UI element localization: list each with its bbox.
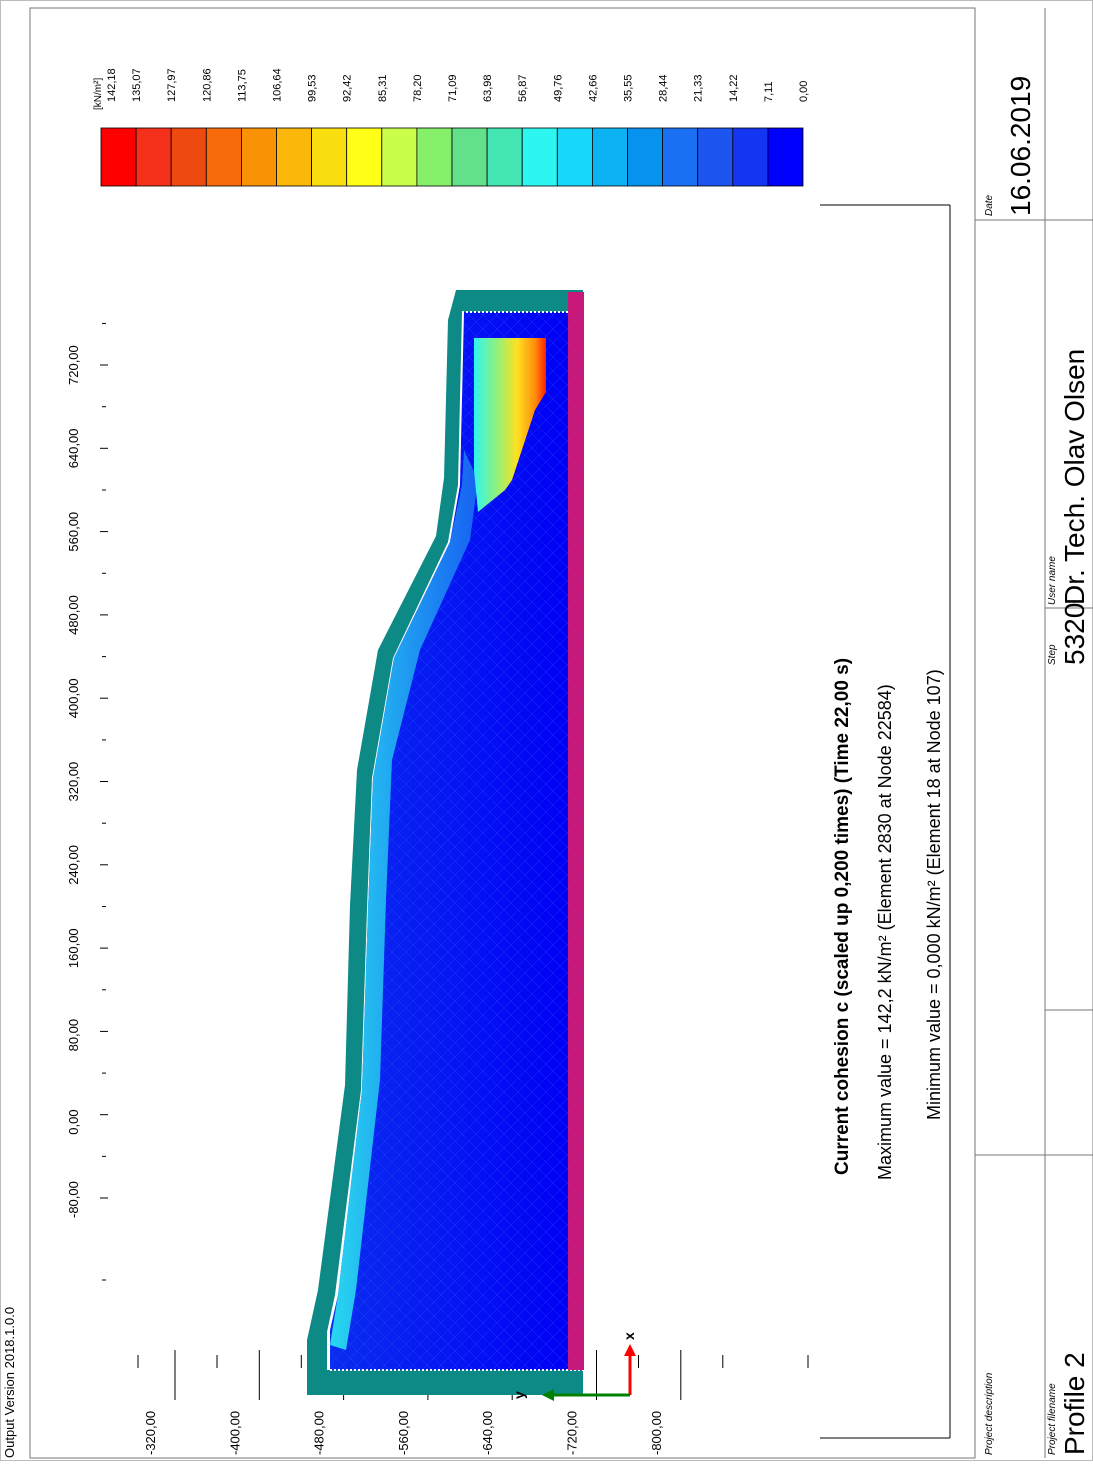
y-tick-label: -560,00 <box>396 1411 411 1455</box>
step-value: 5320 <box>1059 603 1090 665</box>
max-value-line: Maximum value = 142,2 kN/m² (Element 283… <box>875 684 895 1180</box>
result-title: Current cohesion c (scaled up 0,200 time… <box>832 658 853 1175</box>
legend-value: 78,20 <box>412 74 424 102</box>
legend-value: 35,55 <box>623 74 635 102</box>
axis-indicator: x y <box>511 1332 637 1401</box>
legend-swatch <box>732 127 769 187</box>
step-label: Step <box>1047 644 1058 665</box>
y-arrow-icon <box>542 1389 554 1401</box>
y-tick-label: -800,00 <box>649 1411 664 1455</box>
x-tick-label: -80,00 <box>66 1181 81 1218</box>
legend-value: 42,66 <box>587 74 599 102</box>
legend-value: 135,07 <box>131 68 143 102</box>
legend-swatch <box>662 127 699 187</box>
date-value: 16.06.2019 <box>1005 76 1036 216</box>
x-tick-label: 480,00 <box>66 595 81 635</box>
x-arrow-icon <box>624 1344 636 1356</box>
x-tick-label: 160,00 <box>66 928 81 968</box>
project-filename-label: Project filename <box>1047 1383 1058 1455</box>
legend-value: 127,97 <box>166 68 178 102</box>
result-info: Current cohesion c (scaled up 0,200 time… <box>820 204 951 1439</box>
legend-value: 21,33 <box>693 74 705 102</box>
x-tick-label: 320,00 <box>66 762 81 802</box>
min-value-line: Minimum value = 0,000 kN/m² (Element 18 … <box>924 669 944 1120</box>
x-tick-label: 400,00 <box>66 678 81 718</box>
legend-value: 71,09 <box>447 74 459 102</box>
color-legend: [kN/m²] 142,18 135,07 127,97 120,86 113,75 10… <box>93 68 810 187</box>
boundary-layer <box>307 290 583 1395</box>
legend-swatch <box>135 127 172 187</box>
x-tick-label: 80,00 <box>66 1019 81 1052</box>
legend-swatch <box>697 127 734 187</box>
legend-swatch <box>767 127 804 187</box>
y-tick-label: -400,00 <box>227 1411 242 1455</box>
legend-value: 99,53 <box>307 74 319 102</box>
legend-value: 14,22 <box>728 74 740 102</box>
legend-swatch <box>451 127 488 187</box>
legend-swatch <box>486 127 523 187</box>
y-tick-label: -720,00 <box>565 1411 580 1455</box>
date-label: Date <box>984 194 995 216</box>
legend-swatch <box>381 127 418 187</box>
legend-value: 92,42 <box>342 74 354 102</box>
x-tick-label: 240,00 <box>66 845 81 885</box>
legend-swatch <box>100 127 137 187</box>
model-geometry <box>307 290 584 1395</box>
legend-value: 56,87 <box>517 74 529 102</box>
legend-swatch <box>627 127 663 187</box>
legend-swatch <box>416 127 453 187</box>
user-name: Dr. Tech. Olav Olsen <box>1059 349 1090 605</box>
legend-value: 49,76 <box>552 74 564 102</box>
legend-swatch <box>276 127 312 187</box>
surface-strip <box>330 450 478 1350</box>
legend-value: 142,18 <box>106 68 118 102</box>
legend-unit: [kN/m²] <box>93 78 104 110</box>
legend-swatch <box>346 127 383 187</box>
legend-value: 28,44 <box>658 74 670 102</box>
legend-swatch <box>205 127 242 187</box>
legend-value: 63,98 <box>482 74 494 102</box>
y-tick-label: -640,00 <box>480 1411 495 1455</box>
x-tick-label: 640,00 <box>66 429 81 469</box>
legend-swatch <box>240 127 277 187</box>
project-description-label: Project description <box>984 1372 995 1455</box>
y-tick-label: -320,00 <box>143 1411 158 1455</box>
version-label: Output Version 2018.1.0.0 <box>2 1307 17 1458</box>
project-filename: Profile 2 <box>1059 1352 1090 1455</box>
x-tick-label: 0,00 <box>66 1109 81 1134</box>
legend-swatch <box>170 127 207 187</box>
legend-value: 85,31 <box>377 74 389 102</box>
x-tick-label: 560,00 <box>66 512 81 552</box>
axis-y-label: y <box>511 1391 527 1399</box>
legend-value: 106,64 <box>272 68 284 102</box>
x-axis: -80,00 0,00 80,00 160,00 240,00 320,00 400,00 4… <box>66 322 108 1281</box>
title-block: Project description Project filename Pro… <box>974 8 1093 1458</box>
max-cohesion-zone <box>474 338 546 512</box>
y-axis: -320,00 -400,00 -480,00 -560,00 -640,00 -720,… <box>137 1350 809 1455</box>
legend-swatch <box>311 127 348 187</box>
legend-value: 0,00 <box>798 81 810 102</box>
x-tick-label: 720,00 <box>66 345 81 385</box>
axis-x-label: x <box>621 1332 637 1340</box>
y-tick-label: -480,00 <box>312 1411 327 1455</box>
legend-swatch <box>521 127 558 187</box>
user-name-label: User name <box>1047 556 1058 605</box>
legend-value: 120,86 <box>201 68 213 102</box>
legend-swatch <box>556 127 593 187</box>
legend-value: 7,11 <box>763 81 775 102</box>
legend-swatch <box>592 127 628 187</box>
legend-value: 113,75 <box>236 69 248 102</box>
